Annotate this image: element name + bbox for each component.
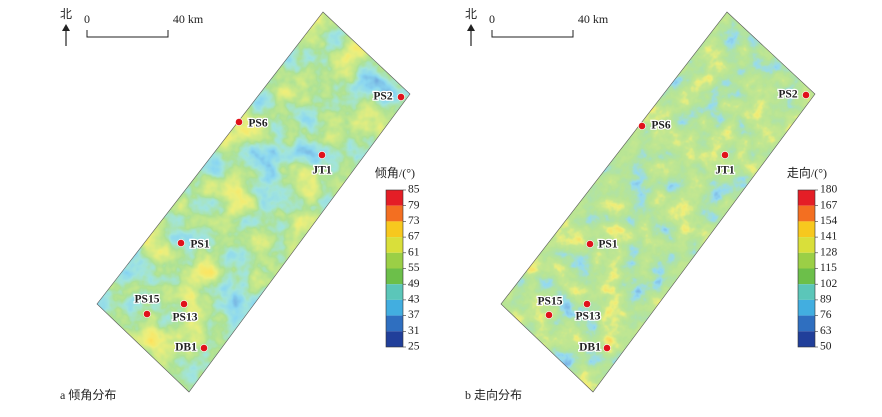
north-arrowhead xyxy=(62,24,70,31)
well-marker xyxy=(583,300,591,308)
legend-tick-label: 79 xyxy=(408,199,420,211)
legend-swatch xyxy=(386,331,403,347)
legend-swatch xyxy=(386,205,403,222)
legend-swatch xyxy=(798,252,815,269)
well-label: PS13 xyxy=(576,311,601,323)
scale-bar xyxy=(86,30,169,38)
legend-tick-label: 73 xyxy=(408,215,420,227)
legend-tick-label: 141 xyxy=(820,231,838,243)
well-marker xyxy=(180,300,188,308)
well-label: PS15 xyxy=(135,294,160,306)
well-marker xyxy=(143,310,151,318)
legend-tick-label: 43 xyxy=(408,294,420,306)
well-marker xyxy=(318,151,326,159)
legend-tick-label: 89 xyxy=(820,294,832,306)
well-label: PS2 xyxy=(373,91,392,103)
well-label: DB1 xyxy=(175,342,197,354)
well-label: JT1 xyxy=(312,165,331,177)
panel-caption: b 走向分布 xyxy=(465,387,522,402)
legend-swatch xyxy=(386,221,403,238)
legend-swatch xyxy=(386,315,403,332)
legend-swatch xyxy=(798,284,815,300)
legend-tick-label: 167 xyxy=(820,199,838,211)
map-raster xyxy=(501,12,815,392)
legend-swatch xyxy=(798,315,815,332)
well-marker xyxy=(603,344,611,352)
scale-distance: 40 km xyxy=(578,12,609,26)
legend-swatch xyxy=(798,331,815,347)
legend-tick-label: 154 xyxy=(820,215,838,227)
well-label: PS1 xyxy=(598,239,617,251)
well-marker xyxy=(638,122,646,130)
legend-swatch xyxy=(798,190,815,206)
well-label: PS15 xyxy=(538,296,563,308)
well-marker xyxy=(200,344,208,352)
legend-tick-label: 31 xyxy=(408,325,420,337)
legend-swatch xyxy=(386,268,403,285)
legend-swatch xyxy=(798,268,815,285)
legend-tick-label: 76 xyxy=(820,309,832,321)
legend-tick-label: 49 xyxy=(408,278,420,290)
map-border xyxy=(96,11,411,393)
legend-tick-label: 128 xyxy=(820,246,838,258)
well-marker xyxy=(545,311,553,319)
legend-tick-label: 37 xyxy=(408,309,420,321)
legend-title: 走向/(°) xyxy=(787,165,827,180)
legend-tick-label: 25 xyxy=(408,341,420,353)
panel-caption: a 倾角分布 xyxy=(60,388,116,402)
map-border xyxy=(500,11,816,393)
legend-title: 倾角/(°) xyxy=(375,166,415,180)
legend-tick-label: 63 xyxy=(820,325,832,337)
legend-swatch xyxy=(798,221,815,238)
well-marker xyxy=(397,93,405,101)
legend-tick-label: 50 xyxy=(820,341,832,353)
legend-tick-label: 180 xyxy=(820,184,838,196)
scale-zero: 0 xyxy=(489,12,495,26)
map-raster xyxy=(97,12,410,392)
well-label: PS1 xyxy=(190,239,209,251)
legend-tick-label: 55 xyxy=(408,262,420,274)
well-marker xyxy=(177,239,185,247)
well-marker xyxy=(721,151,729,159)
map-fill xyxy=(97,12,410,392)
north-label: 北 xyxy=(60,7,72,21)
legend-tick-label: 85 xyxy=(408,184,420,196)
north-label: 北 xyxy=(465,7,477,21)
well-label: PS13 xyxy=(173,312,198,324)
well-label: JT1 xyxy=(715,165,734,177)
well-label: PS6 xyxy=(651,120,670,132)
legend-tick-label: 115 xyxy=(820,262,837,274)
well-label: DB1 xyxy=(579,342,601,354)
scale-distance: 40 km xyxy=(173,12,204,26)
figure-body: 北 0 40 kmPS2PS6JT1PS1PS15PS13DB1倾角/(°)8579… xyxy=(60,7,838,402)
well-label: PS2 xyxy=(778,89,797,101)
legend-tick-label: 102 xyxy=(820,278,838,290)
north-arrowhead xyxy=(467,24,475,31)
legend-swatch xyxy=(798,237,815,253)
legend-swatch xyxy=(386,190,403,206)
well-label: PS6 xyxy=(248,118,267,130)
legend-swatch xyxy=(386,237,403,253)
legend-swatch xyxy=(386,252,403,269)
legend-swatch xyxy=(386,284,403,300)
legend-swatch xyxy=(386,299,403,316)
scale-zero: 0 xyxy=(84,12,90,26)
well-marker xyxy=(235,118,243,126)
legend-swatch xyxy=(798,205,815,222)
map-fill xyxy=(501,12,815,392)
well-marker xyxy=(802,91,810,99)
well-marker xyxy=(586,240,594,248)
legend-swatch xyxy=(798,299,815,316)
scale-bar xyxy=(491,30,574,38)
legend-tick-label: 67 xyxy=(408,231,420,243)
legend-tick-label: 61 xyxy=(408,246,420,258)
